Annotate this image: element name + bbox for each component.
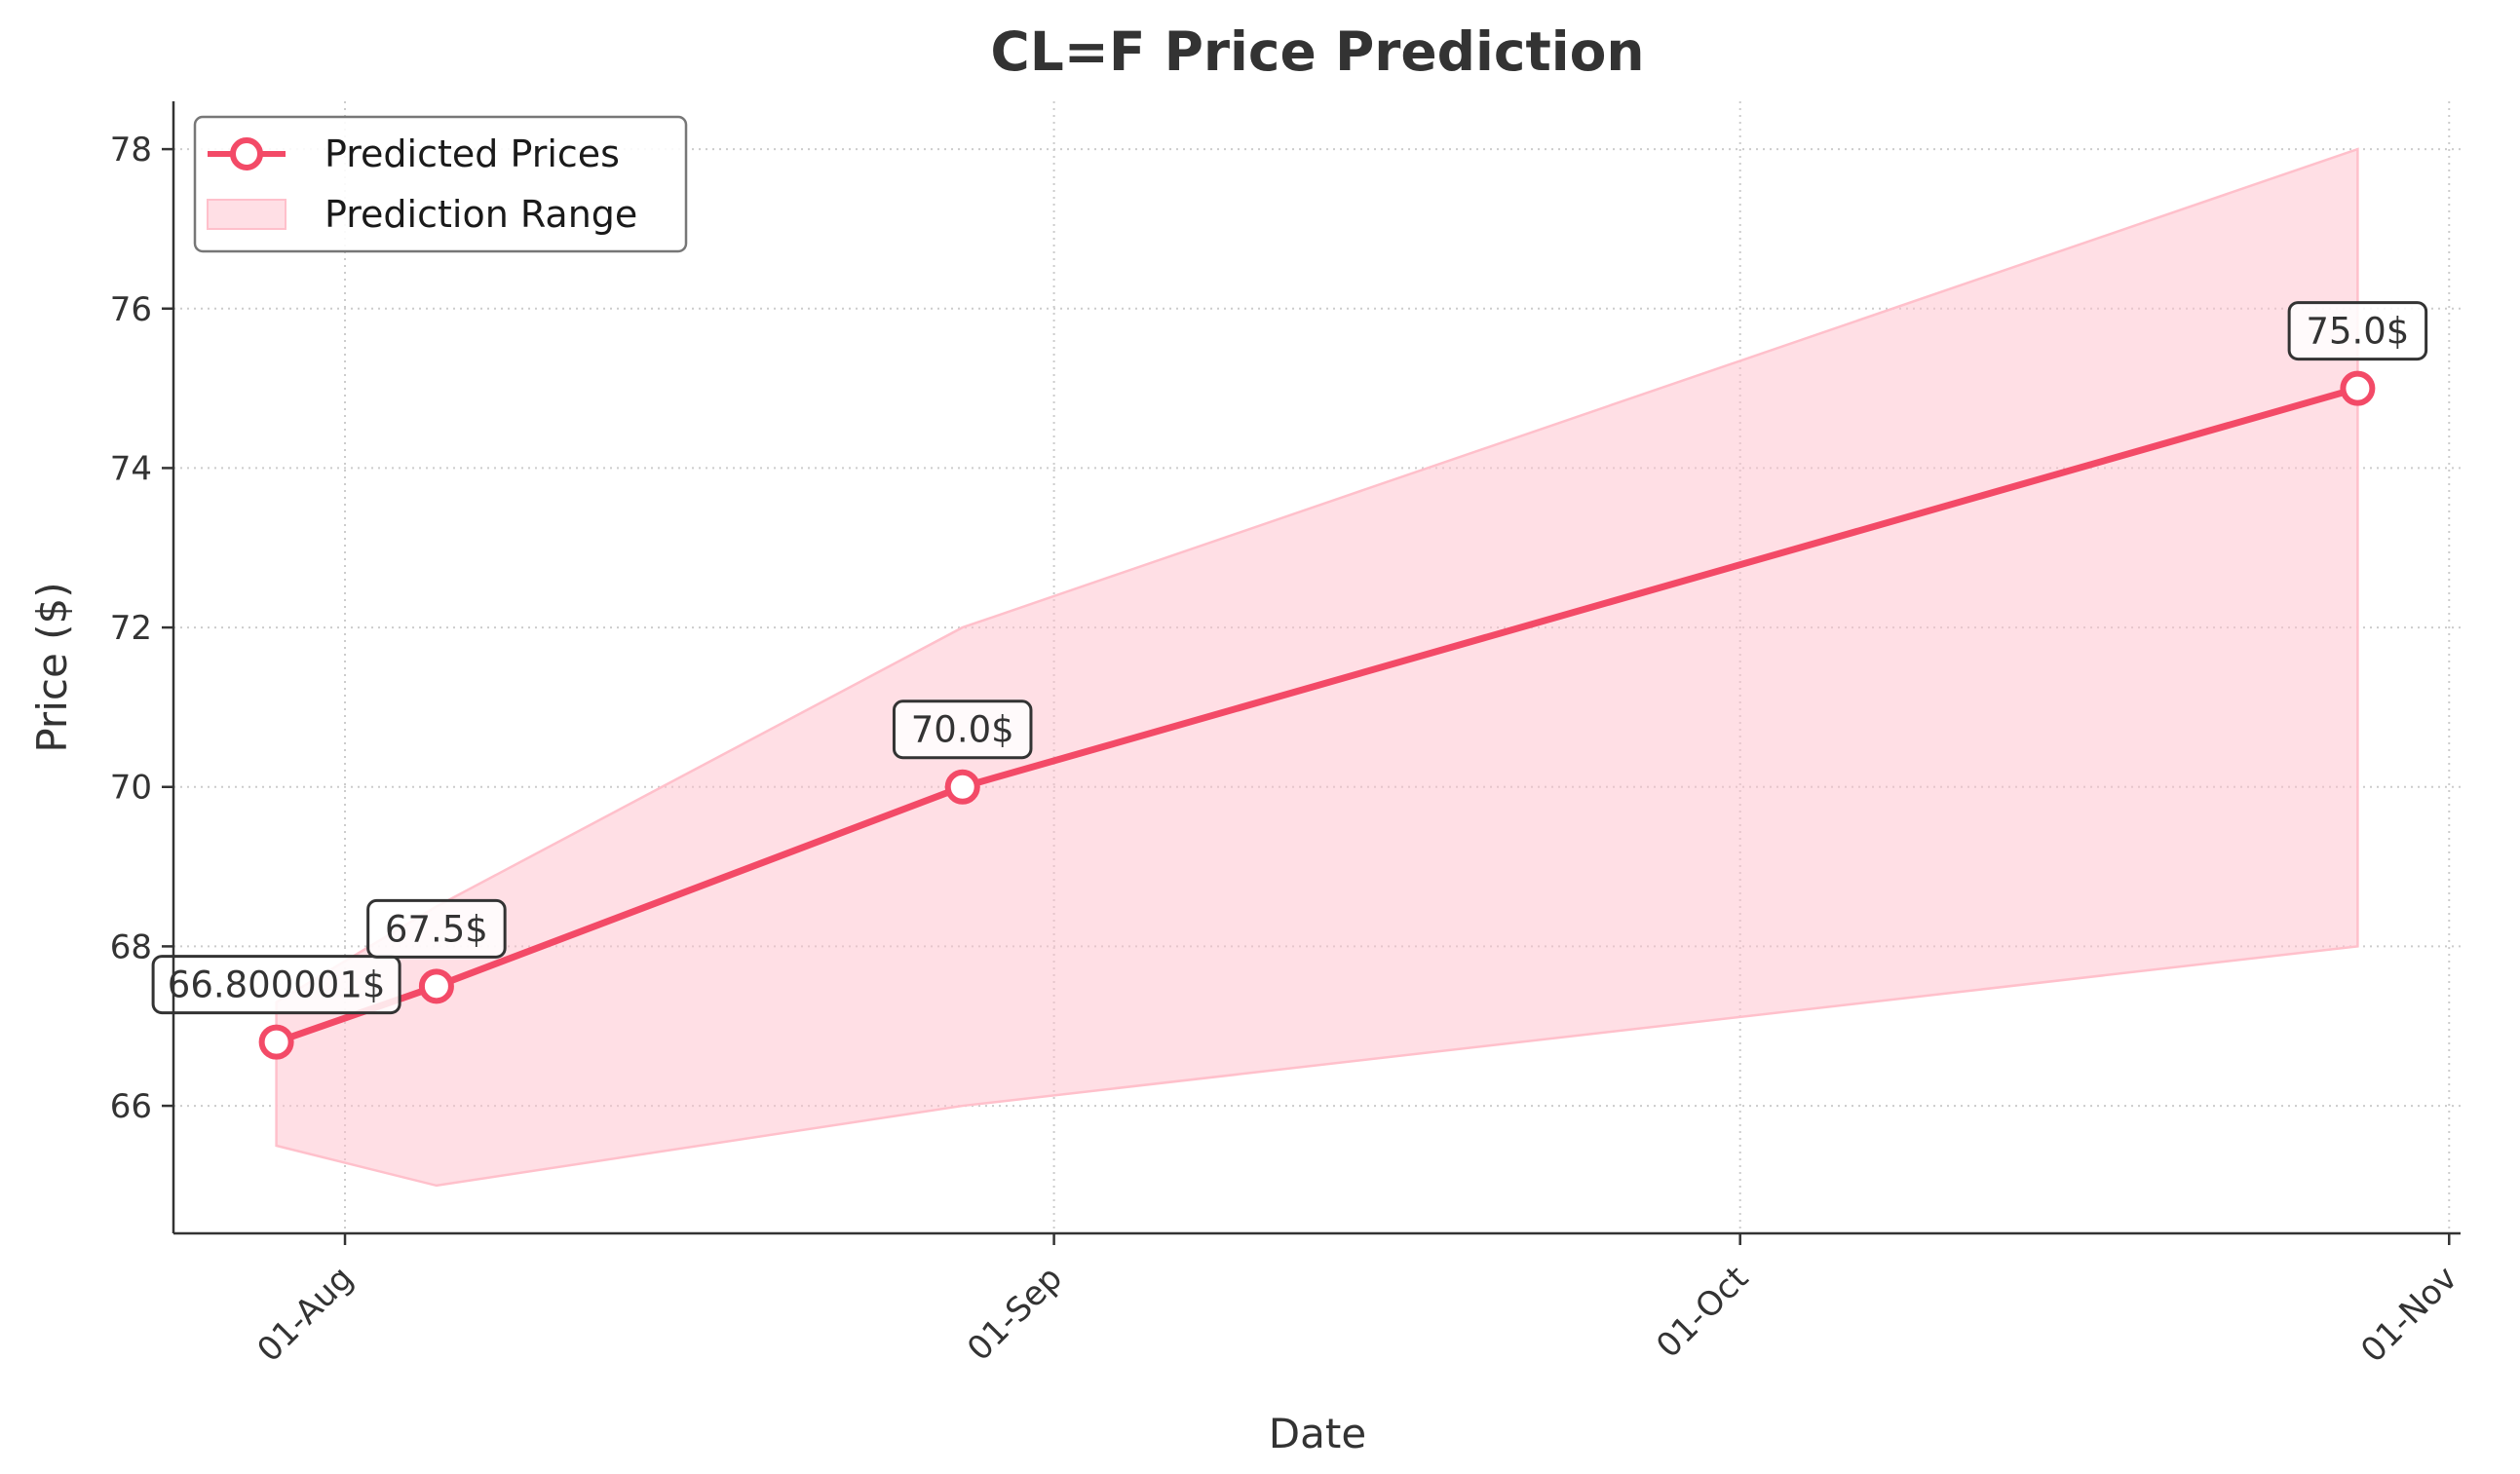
y-tick-label: 66 (110, 1087, 152, 1126)
price-annotation: 66.800001$ (151, 955, 401, 1015)
legend-range-swatch (207, 199, 286, 230)
annotation-box (151, 955, 401, 1015)
chart-title: CL=F Price Prediction (990, 20, 1644, 83)
y-tick-label: 68 (110, 927, 152, 966)
x-axis-label: Date (1269, 1410, 1366, 1457)
annotation-box (892, 699, 1033, 760)
y-axis-label: Price ($) (28, 582, 76, 752)
predicted-price-point (258, 1024, 294, 1060)
y-tick-label: 70 (110, 769, 152, 808)
predicted-price-point (418, 968, 454, 1004)
legend-label-predicted: Predicted Prices (325, 132, 620, 175)
annotation-box (366, 898, 507, 959)
price-annotation: 67.5$ (366, 898, 507, 959)
annotation-label: 75.0$ (2306, 311, 2409, 353)
legend-marker-swatch (230, 137, 263, 170)
predicted-price-point (2340, 370, 2376, 406)
predicted-price-point (944, 769, 980, 805)
annotation-label: 67.5$ (385, 908, 488, 950)
price-annotation: 75.0$ (2287, 301, 2428, 361)
annotation-label: 70.0$ (911, 709, 1014, 751)
y-tick-label: 72 (110, 609, 152, 648)
prediction-range-band (275, 147, 2359, 1188)
axes (172, 101, 2461, 1235)
prediction-range-area (275, 147, 2359, 1188)
price-annotation: 70.0$ (892, 699, 1033, 760)
y-tick-label: 74 (110, 449, 152, 488)
y-tick-label: 76 (110, 290, 152, 329)
price-annotations: 66.800001$ 67.5$ 70.0$ 75.0$ (151, 301, 2428, 1015)
legend-box (193, 115, 688, 253)
y-tick-label: 78 (110, 131, 152, 170)
annotation-label: 66.800001$ (168, 964, 386, 1006)
legend: Predicted Prices Prediction Range (193, 115, 688, 253)
legend-label-range: Prediction Range (325, 193, 637, 236)
annotation-box (2287, 301, 2428, 361)
predicted-price-points (258, 370, 2376, 1060)
